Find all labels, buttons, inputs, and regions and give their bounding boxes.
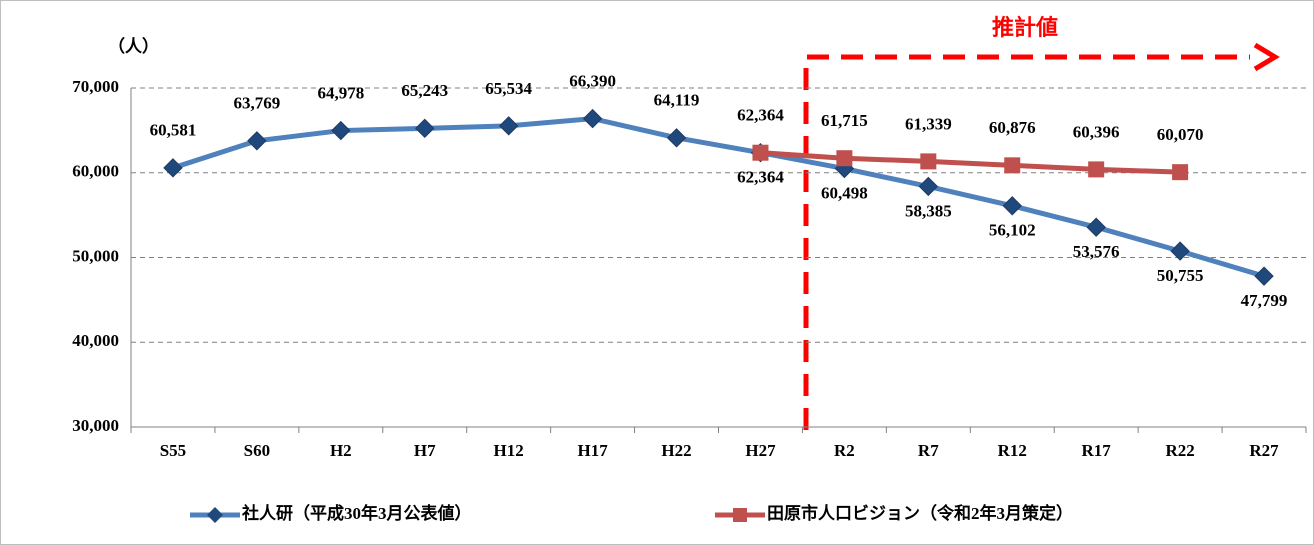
x-tick-label: H12 — [494, 441, 524, 460]
x-tick-label: R12 — [998, 441, 1027, 460]
x-tick-label: H27 — [745, 441, 776, 460]
marker — [920, 153, 937, 170]
marker — [1086, 217, 1106, 237]
marker — [498, 116, 519, 136]
y-tick-label: 70,000 — [72, 77, 119, 96]
marker — [1004, 157, 1021, 174]
marker — [247, 131, 267, 151]
data-label: 63,769 — [234, 94, 281, 113]
x-tick-label: R2 — [834, 441, 855, 460]
x-tick-label: S55 — [160, 441, 186, 460]
data-label: 65,534 — [485, 79, 532, 98]
marker — [666, 128, 687, 148]
x-tick-label: R7 — [918, 441, 939, 460]
x-tick-label: H7 — [414, 441, 436, 460]
x-tick-label: H22 — [661, 441, 691, 460]
marker — [415, 118, 435, 139]
data-label: 66,390 — [569, 72, 616, 91]
data-label: 62,364 — [737, 168, 784, 187]
y-tick-label: 60,000 — [72, 162, 119, 181]
data-label: 64,978 — [317, 83, 364, 102]
y-tick-label: 40,000 — [72, 331, 119, 350]
legend-label: 田原市人口ビジョン（令和2年3月策定） — [767, 503, 1073, 523]
marker — [163, 158, 183, 178]
data-label: 60,581 — [150, 121, 197, 140]
annotation: 推計値 — [992, 15, 1058, 40]
x-tick-label: H17 — [577, 441, 608, 460]
marker — [331, 120, 351, 141]
data-label: 62,364 — [737, 106, 784, 125]
data-label: 61,715 — [821, 111, 868, 130]
marker — [1088, 161, 1105, 178]
data-label: 58,385 — [905, 201, 952, 220]
marker — [1172, 164, 1189, 181]
series-line — [172, 116, 1265, 279]
marker — [1254, 266, 1274, 286]
y-tick-label: 50,000 — [72, 246, 119, 265]
x-tick-label: R27 — [1249, 441, 1279, 460]
series-line — [760, 150, 1181, 175]
marker — [1002, 196, 1022, 216]
legend-marker — [207, 507, 223, 523]
data-label: 60,498 — [821, 183, 868, 202]
data-label: 60,070 — [1157, 125, 1204, 144]
data-label: 60,396 — [1073, 122, 1120, 141]
data-label: 56,102 — [989, 221, 1036, 240]
data-label: 50,755 — [1157, 266, 1204, 285]
y-tick-label: 30,000 — [72, 416, 119, 435]
legend-marker — [733, 508, 747, 522]
x-tick-label: H2 — [330, 441, 352, 460]
data-label: 65,243 — [401, 81, 448, 100]
data-label: 47,799 — [1241, 291, 1288, 310]
data-label: 60,876 — [989, 118, 1036, 137]
data-label: 61,339 — [905, 114, 952, 133]
marker — [1170, 241, 1190, 261]
forecast-arrow — [803, 42, 1280, 430]
marker — [918, 176, 939, 197]
marker — [752, 144, 769, 161]
x-tick-label: S60 — [244, 441, 270, 460]
x-tick-label: R22 — [1165, 441, 1194, 460]
marker — [582, 108, 603, 129]
data-label: 64,119 — [654, 91, 700, 110]
legend-label: 社人研（平成30年3月公表値） — [241, 503, 472, 523]
data-label: 53,576 — [1073, 242, 1120, 261]
x-tick-label: R17 — [1082, 441, 1112, 460]
marker — [836, 150, 853, 167]
y-axis-label: （人） — [108, 36, 159, 56]
